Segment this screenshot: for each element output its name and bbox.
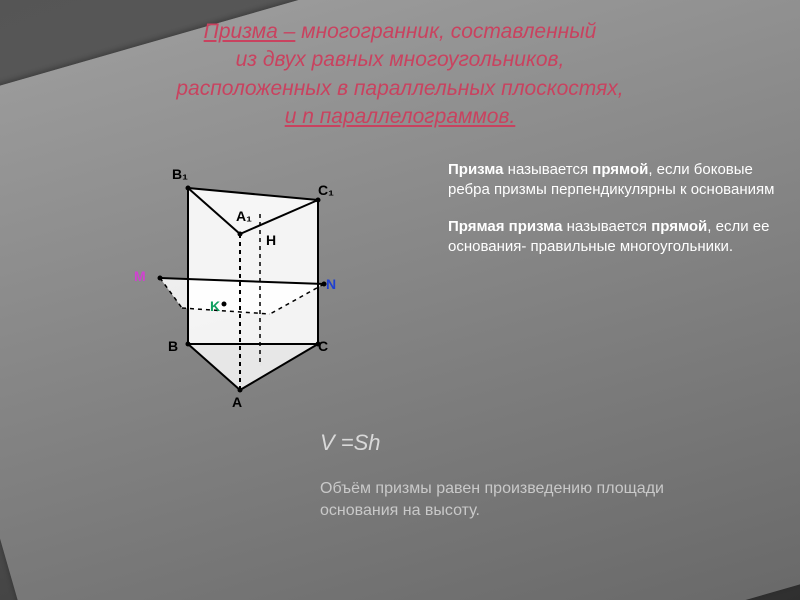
dot-c1	[316, 198, 321, 203]
label-c1: C₁	[318, 182, 334, 198]
dot-b	[186, 342, 191, 347]
dot-m	[158, 276, 163, 281]
title-line-3: расположенных в параллельных плоскостях,	[40, 75, 760, 103]
label-h: H	[266, 232, 276, 248]
title-line-1: Призма – многогранник, составленный	[40, 18, 760, 46]
label-m: M	[134, 268, 146, 284]
prism-svg	[110, 166, 390, 426]
prism-diagram: B₁ C₁ A₁ H M N K B C A	[110, 166, 390, 426]
side-mid-1: называется	[504, 161, 593, 178]
label-b: B	[168, 338, 178, 354]
dot-k	[222, 302, 227, 307]
dot-b1	[186, 186, 191, 191]
volume-description: Объём призмы равен произведению площади …	[320, 478, 680, 521]
title-underline-1: Призма –	[204, 20, 296, 43]
label-a: A	[232, 394, 242, 410]
label-b1: B₁	[172, 166, 188, 182]
title-underline-4: и n параллелограммов.	[285, 105, 516, 128]
volume-formula: V =Sh	[320, 430, 381, 456]
side-bold-2a: Прямая призма	[448, 218, 562, 235]
side-para-2: Прямая призма называется прямой, если ее…	[448, 217, 778, 258]
title-line-2: из двух равных многоугольников,	[40, 46, 760, 74]
label-n: N	[326, 276, 336, 292]
dot-a1	[238, 232, 243, 237]
side-bold-2b: прямой	[651, 218, 707, 235]
label-k: K	[210, 298, 220, 314]
title-block: Призма – многогранник, составленный из д…	[0, 18, 800, 131]
side-bold-1b: прямой	[592, 161, 648, 178]
title-line-4: и n параллелограммов.	[40, 103, 760, 131]
side-text: Призма называется прямой, если боковые р…	[448, 160, 778, 273]
slide: Призма – многогранник, составленный из д…	[0, 0, 800, 600]
title-rest-1: многогранник, составленный	[295, 20, 596, 43]
label-a1: A₁	[236, 208, 252, 224]
label-c: C	[318, 338, 328, 354]
side-mid-2: называется	[562, 218, 651, 235]
side-para-1: Призма называется прямой, если боковые р…	[448, 160, 778, 201]
side-bold-1a: Призма	[448, 161, 504, 178]
dot-a	[238, 388, 243, 393]
